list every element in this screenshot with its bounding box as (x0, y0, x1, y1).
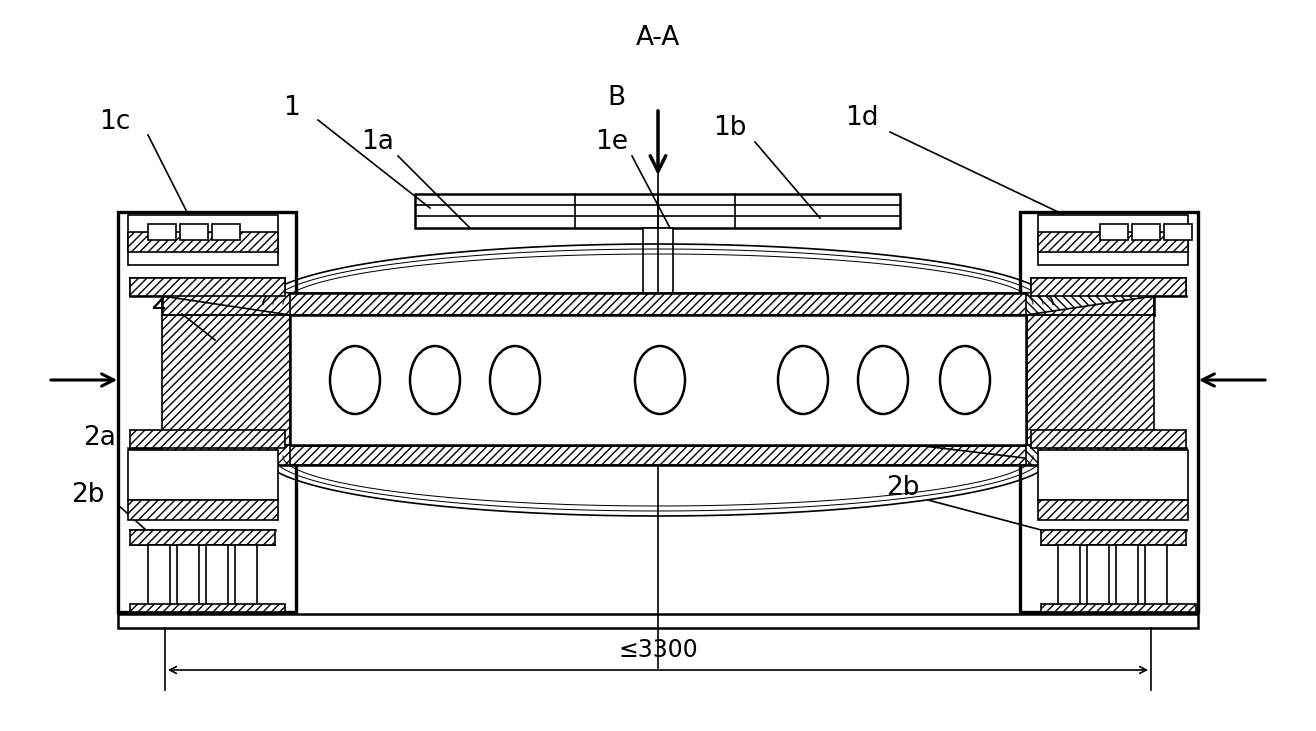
Bar (290, 315, 1026, 445)
Ellipse shape (411, 346, 461, 414)
Bar (176, 545, 199, 610)
Bar (1163, 224, 1192, 240)
Text: 2b: 2b (71, 482, 105, 508)
Bar (162, 293, 1154, 315)
Bar (130, 604, 286, 612)
Ellipse shape (778, 346, 828, 414)
Text: B: B (608, 85, 626, 111)
Bar (1038, 232, 1188, 252)
Text: 1d: 1d (845, 105, 879, 131)
Bar (130, 530, 275, 545)
Bar (128, 215, 278, 265)
Ellipse shape (940, 346, 990, 414)
Bar (1030, 278, 1186, 296)
Bar (130, 430, 286, 448)
Text: 1: 1 (284, 95, 300, 121)
Bar (1116, 545, 1138, 610)
Bar (1145, 545, 1167, 610)
Bar (1058, 545, 1080, 610)
Ellipse shape (490, 346, 540, 414)
Polygon shape (1026, 445, 1154, 465)
Text: 2a: 2a (875, 419, 908, 445)
Bar (1026, 315, 1154, 445)
Bar (1038, 500, 1188, 520)
Bar (212, 224, 240, 240)
Bar (1132, 224, 1159, 240)
Text: 1e: 1e (596, 129, 629, 155)
Bar (147, 224, 176, 240)
Bar (162, 445, 1154, 465)
Bar (236, 545, 257, 610)
Text: 2: 2 (150, 289, 166, 315)
Polygon shape (162, 278, 290, 315)
Text: ≤3300: ≤3300 (619, 638, 697, 662)
Text: A-A: A-A (636, 25, 680, 51)
Bar (1030, 430, 1186, 448)
Bar (128, 232, 278, 252)
Bar (1020, 212, 1198, 612)
Bar (1041, 530, 1186, 545)
Ellipse shape (636, 346, 686, 414)
Bar (128, 450, 278, 500)
Bar (415, 194, 900, 228)
Text: 1a: 1a (362, 129, 395, 155)
Polygon shape (1026, 278, 1154, 315)
Text: 1b: 1b (713, 115, 746, 141)
Bar (1038, 215, 1188, 265)
Bar (128, 500, 278, 520)
Text: 2a: 2a (83, 425, 116, 451)
Bar (162, 315, 290, 445)
Bar (644, 228, 672, 295)
Text: 2b: 2b (887, 475, 920, 501)
Text: 1c: 1c (99, 109, 130, 135)
Bar (147, 545, 170, 610)
Bar (1100, 224, 1128, 240)
Bar (1087, 545, 1109, 610)
Bar (130, 278, 286, 296)
Ellipse shape (330, 346, 380, 414)
Polygon shape (162, 445, 290, 465)
Bar (118, 614, 1198, 628)
Bar (1038, 450, 1188, 500)
Bar (207, 545, 228, 610)
Bar (180, 224, 208, 240)
Ellipse shape (858, 346, 908, 414)
Bar (1041, 604, 1196, 612)
Bar (118, 212, 296, 612)
